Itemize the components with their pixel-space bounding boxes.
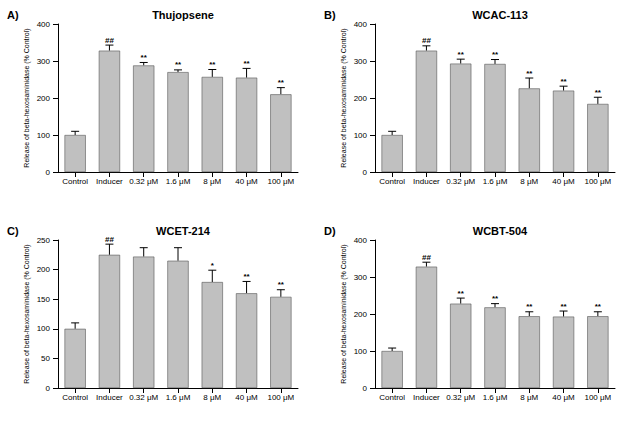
svg-text:Control: Control	[62, 393, 88, 402]
svg-text:##: ##	[422, 253, 431, 262]
svg-text:WCBT-504: WCBT-504	[473, 225, 528, 237]
svg-text:150: 150	[37, 295, 51, 304]
svg-text:Release of beta-hexosaminidase: Release of beta-hexosaminidase (% Contro…	[23, 28, 31, 167]
svg-text:40 μM: 40 μM	[552, 177, 575, 186]
svg-text:Release of beta-hexosaminidase: Release of beta-hexosaminidase (% Contro…	[23, 244, 31, 383]
svg-text:Inducer: Inducer	[413, 177, 440, 186]
svg-text:50: 50	[41, 354, 50, 363]
svg-text:**: **	[458, 50, 465, 59]
svg-text:0: 0	[46, 384, 51, 393]
svg-text:**: **	[526, 302, 533, 311]
svg-text:Inducer: Inducer	[413, 393, 440, 402]
svg-text:100: 100	[354, 347, 368, 356]
svg-text:**: **	[175, 60, 182, 69]
svg-text:8 μM: 8 μM	[203, 177, 221, 186]
svg-text:100 μM: 100 μM	[584, 393, 611, 402]
svg-text:250: 250	[37, 236, 51, 245]
svg-text:##: ##	[105, 36, 114, 45]
svg-text:100 μM: 100 μM	[584, 177, 611, 186]
svg-text:D): D)	[324, 225, 336, 237]
svg-text:8 μM: 8 μM	[520, 393, 538, 402]
svg-text:1.6 μM: 1.6 μM	[483, 177, 508, 186]
svg-text:300: 300	[354, 273, 368, 282]
svg-text:0.32 μM: 0.32 μM	[446, 393, 475, 402]
svg-text:**: **	[526, 69, 533, 78]
svg-text:**: **	[595, 88, 602, 97]
svg-text:**: **	[243, 272, 250, 281]
svg-text:300: 300	[37, 57, 51, 66]
svg-text:0.32 μM: 0.32 μM	[129, 393, 158, 402]
svg-text:Thujopsene: Thujopsene	[152, 9, 214, 21]
svg-text:Release of beta-hexosaminidase: Release of beta-hexosaminidase (% Contro…	[340, 28, 348, 167]
svg-text:40 μM: 40 μM	[235, 393, 258, 402]
svg-text:Control: Control	[379, 393, 405, 402]
svg-text:8 μM: 8 μM	[203, 393, 221, 402]
svg-text:100 μM: 100 μM	[267, 393, 294, 402]
svg-text:1.6 μM: 1.6 μM	[483, 393, 508, 402]
svg-text:Release of beta-hexosaminidase: Release of beta-hexosaminidase (% Contro…	[340, 244, 348, 383]
svg-text:400: 400	[354, 236, 368, 245]
svg-text:100: 100	[37, 131, 51, 140]
svg-text:100 μM: 100 μM	[267, 177, 294, 186]
svg-text:**: **	[278, 280, 285, 289]
svg-text:200: 200	[37, 265, 51, 274]
svg-text:A): A)	[7, 9, 19, 21]
svg-text:400: 400	[354, 20, 368, 29]
svg-text:200: 200	[354, 94, 368, 103]
svg-text:**: **	[492, 50, 499, 59]
svg-text:0: 0	[46, 168, 51, 177]
svg-text:WCAC-113: WCAC-113	[472, 9, 528, 21]
svg-text:0.32 μM: 0.32 μM	[446, 177, 475, 186]
svg-text:100: 100	[37, 324, 51, 333]
svg-text:Control: Control	[62, 177, 88, 186]
svg-text:**: **	[560, 77, 567, 86]
svg-text:Control: Control	[379, 177, 405, 186]
svg-text:Inducer: Inducer	[96, 177, 123, 186]
svg-text:C): C)	[7, 225, 19, 237]
svg-text:100: 100	[354, 131, 368, 140]
svg-text:Inducer: Inducer	[96, 393, 123, 402]
svg-text:**: **	[278, 78, 285, 87]
svg-text:WCET-214: WCET-214	[156, 225, 211, 237]
svg-text:200: 200	[354, 310, 368, 319]
svg-text:300: 300	[354, 57, 368, 66]
svg-text:1.6 μM: 1.6 μM	[166, 393, 191, 402]
svg-text:**: **	[209, 60, 216, 69]
svg-text:0: 0	[363, 168, 368, 177]
svg-text:**: **	[243, 59, 250, 68]
svg-text:40 μM: 40 μM	[552, 393, 575, 402]
svg-text:**: **	[595, 302, 602, 311]
svg-text:0: 0	[363, 384, 368, 393]
svg-text:B): B)	[324, 9, 336, 21]
svg-text:##: ##	[105, 235, 114, 244]
svg-text:200: 200	[37, 94, 51, 103]
svg-text:8 μM: 8 μM	[520, 177, 538, 186]
svg-text:40 μM: 40 μM	[235, 177, 258, 186]
svg-text:*: *	[211, 261, 215, 270]
svg-text:**: **	[141, 53, 148, 62]
svg-text:0.32 μM: 0.32 μM	[129, 177, 158, 186]
svg-text:##: ##	[422, 36, 431, 45]
svg-text:**: **	[458, 289, 465, 298]
svg-text:400: 400	[37, 20, 51, 29]
svg-text:**: **	[492, 294, 499, 303]
svg-text:1.6 μM: 1.6 μM	[166, 177, 191, 186]
svg-text:**: **	[560, 302, 567, 311]
